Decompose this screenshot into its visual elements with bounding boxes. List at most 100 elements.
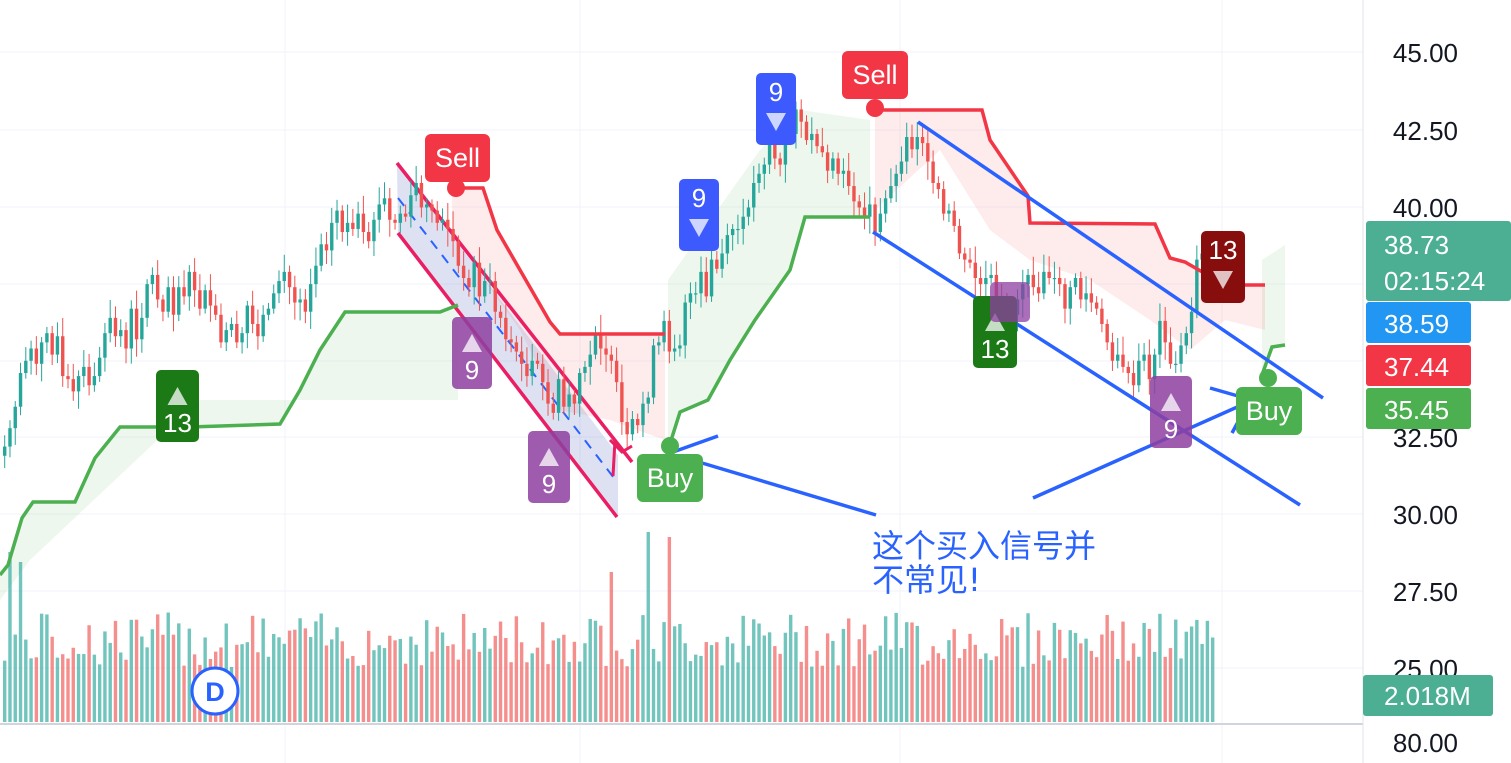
candle-body (825, 152, 830, 171)
volume-bar (55, 657, 60, 722)
candle-body (1100, 308, 1104, 324)
candle-body (504, 317, 508, 340)
candle-body (883, 198, 888, 214)
volume-bar (709, 645, 714, 722)
buy-signal: Buy (637, 437, 703, 502)
volume-bar (1210, 637, 1215, 722)
sell-signal-box (425, 134, 490, 182)
volume-bar (862, 624, 867, 722)
volume-bar (240, 644, 244, 722)
candle-body (87, 366, 91, 386)
price-tags: 38.73 02:15:24 38.59 37.44 35.45 2.018M (1363, 221, 1511, 716)
volume-bar (477, 651, 482, 722)
candle-body (1137, 360, 1141, 386)
volume-bar (546, 664, 550, 722)
candle-body (699, 271, 703, 294)
candle-body (762, 164, 766, 174)
buy-signal-text: Buy (1246, 396, 1293, 426)
volume-bar (82, 654, 86, 722)
candle-body (187, 271, 192, 297)
candle-body (541, 363, 545, 383)
candle-body (351, 222, 355, 229)
candle-body (1084, 293, 1088, 300)
volume-bar (920, 664, 925, 722)
candle-body (952, 210, 956, 226)
supertrend-line-green (666, 215, 870, 451)
candle-body (757, 173, 761, 183)
volume-bar (889, 649, 893, 722)
interval-badge[interactable]: D (190, 666, 240, 716)
candle-body (936, 182, 941, 190)
volume-bar (1137, 656, 1141, 722)
volume-bar (873, 650, 877, 722)
price-axis-tick: 27.50 (1393, 577, 1458, 607)
volume-bar (440, 632, 445, 722)
volume-bar (129, 619, 133, 722)
volume-bar (736, 662, 740, 722)
candle-body (324, 244, 329, 251)
candle-body (730, 228, 735, 236)
candle-body (18, 373, 23, 407)
td-count-setup-box (528, 431, 570, 503)
volume-bar (366, 630, 371, 722)
volume-bar (119, 652, 123, 722)
volume-bar (535, 647, 540, 722)
price-tag-value: 37.44 (1384, 352, 1449, 382)
candle-body (456, 241, 461, 266)
candle-body (467, 277, 471, 288)
last-price-tag (1366, 221, 1511, 301)
volume-bar (18, 562, 23, 722)
volume-bar (593, 620, 598, 722)
volume-bar (899, 648, 904, 722)
candle-body (572, 394, 577, 404)
candle-body (873, 204, 877, 233)
price-axis-tick: 30.00 (1393, 500, 1458, 530)
volume-bar (810, 666, 814, 722)
volume-bar (61, 654, 65, 722)
candle-body (393, 219, 397, 223)
candle-body (224, 330, 228, 343)
volume-bar (852, 666, 856, 722)
volume-bar (1052, 622, 1057, 722)
volume-bar (894, 612, 898, 722)
candle-body (108, 317, 112, 334)
candle-body (76, 376, 81, 392)
candle-body (372, 219, 376, 242)
candle-body (256, 323, 260, 337)
volume-bar (435, 626, 439, 722)
candle-body (182, 287, 186, 297)
sell-signal-anchor (447, 179, 465, 197)
candle-body (13, 406, 17, 429)
volume-bar (140, 636, 144, 722)
volume-bar (145, 647, 149, 722)
volume-bar (1068, 630, 1072, 722)
candle-body (815, 133, 819, 147)
volume-bar (1036, 630, 1041, 722)
volume-bar (414, 644, 418, 722)
volume-bar (282, 643, 286, 722)
volume-bar (1126, 660, 1130, 722)
candle-body (208, 290, 213, 306)
volume-bar (113, 620, 118, 722)
candle-body (61, 336, 65, 377)
volume-bars (3, 532, 1215, 722)
candle-body (161, 299, 165, 312)
supertrend-line-green (1260, 343, 1286, 376)
td-count-setup-text: 9 (1164, 414, 1178, 444)
td-count-sell: 9 (679, 179, 719, 251)
candle-body (403, 213, 408, 217)
volume-bar (340, 641, 344, 722)
candle-body (340, 210, 344, 233)
candle-body (984, 277, 988, 285)
candle-body (583, 366, 587, 374)
volume-bar (1121, 621, 1125, 722)
candle-body (71, 379, 75, 392)
candle-body (477, 262, 482, 297)
volume-bar (182, 665, 186, 722)
volume-bar (177, 623, 181, 722)
volume-bar (994, 656, 999, 722)
volume-bar (377, 645, 381, 722)
volume-bar (1010, 627, 1014, 722)
volume-tag-value: 2.018M (1384, 681, 1471, 711)
